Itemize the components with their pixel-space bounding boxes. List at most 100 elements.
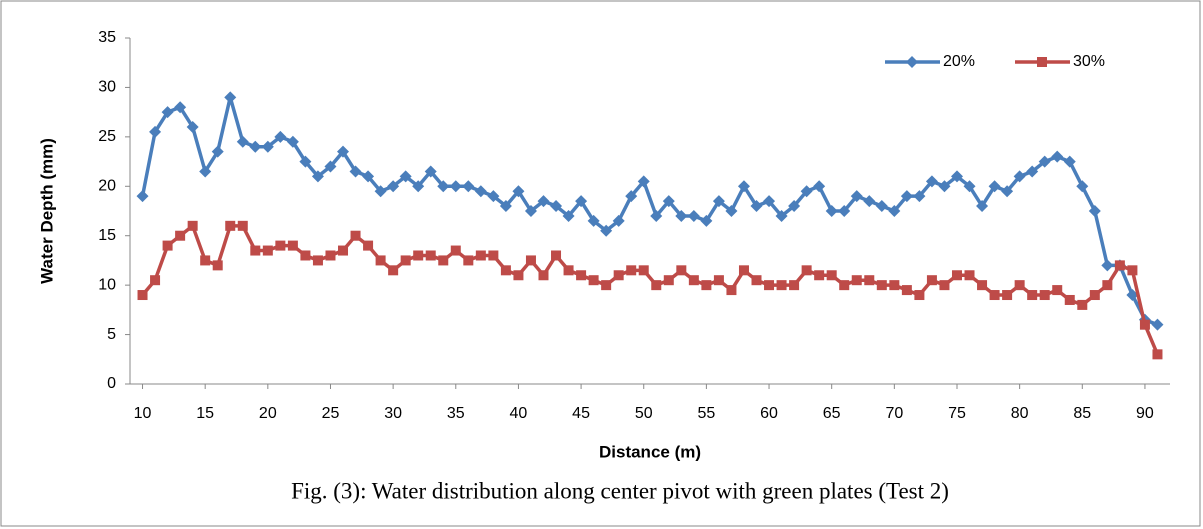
marker [1038, 155, 1051, 168]
marker [399, 170, 412, 183]
marker [249, 140, 262, 153]
marker [261, 140, 274, 153]
marker [713, 275, 724, 286]
marker [224, 91, 237, 104]
marker [1127, 265, 1138, 276]
marker [412, 180, 425, 193]
marker [675, 209, 688, 222]
marker [575, 195, 588, 208]
marker [1013, 170, 1026, 183]
marker [651, 280, 662, 291]
marker [914, 290, 925, 301]
marker [1027, 290, 1038, 301]
marker [776, 280, 787, 291]
marker [537, 195, 550, 208]
marker [938, 180, 951, 193]
marker [1101, 259, 1114, 272]
x-tick-label: 40 [510, 405, 528, 422]
marker [488, 250, 499, 261]
marker [1063, 155, 1076, 168]
marker [363, 240, 374, 251]
legend-label: 30% [1073, 53, 1105, 70]
marker [474, 185, 487, 198]
marker [137, 290, 148, 301]
marker [300, 250, 311, 261]
marker [524, 205, 537, 217]
x-tick-label: 35 [447, 405, 465, 422]
marker [149, 125, 162, 138]
marker [562, 209, 575, 222]
x-tick-label: 30 [384, 405, 402, 422]
marker [788, 200, 801, 213]
marker [925, 175, 938, 188]
series-line [140, 95, 1159, 327]
marker [337, 145, 350, 158]
marker [650, 209, 663, 222]
marker [1151, 318, 1164, 331]
marker [237, 220, 248, 231]
marker [350, 230, 361, 241]
x-tick-label: 65 [823, 405, 841, 422]
marker [637, 175, 650, 188]
marker [800, 185, 813, 198]
marker [274, 130, 287, 143]
marker [499, 200, 512, 213]
marker [638, 265, 649, 276]
marker [976, 200, 989, 213]
marker [449, 180, 462, 193]
marker [813, 180, 826, 193]
x-tick-label: 85 [1073, 405, 1091, 422]
marker [977, 280, 988, 291]
marker [312, 255, 323, 266]
marker [211, 145, 224, 158]
x-tick-label: 20 [259, 405, 277, 422]
marker [225, 220, 236, 231]
marker [1114, 260, 1125, 271]
marker [1102, 280, 1113, 291]
caption: Fig. (3): Water distribution along cente… [291, 478, 949, 503]
x-tick-label: 90 [1136, 405, 1154, 422]
marker [826, 270, 837, 281]
marker [626, 265, 637, 276]
marker [625, 190, 638, 203]
marker [349, 165, 362, 178]
marker [500, 265, 511, 276]
marker [663, 275, 674, 286]
x-tick-label: 50 [635, 405, 653, 422]
marker [462, 180, 475, 193]
marker [775, 209, 788, 222]
marker [600, 224, 613, 237]
marker [901, 285, 912, 296]
marker [763, 195, 776, 208]
marker [825, 205, 838, 217]
x-tick-label: 60 [760, 405, 778, 422]
marker [187, 220, 198, 231]
marker [963, 180, 976, 193]
y-axis-title: Water Depth (mm) [37, 138, 56, 284]
marker [601, 280, 612, 291]
marker [275, 240, 286, 251]
x-tick-label: 75 [948, 405, 966, 422]
marker [1088, 205, 1101, 217]
y-tick-label: 5 [107, 326, 116, 343]
marker [814, 270, 825, 281]
marker [1064, 294, 1075, 305]
marker [839, 280, 850, 291]
marker [236, 135, 249, 148]
marker [900, 190, 913, 203]
marker [701, 280, 712, 291]
x-tick-label: 45 [572, 405, 590, 422]
marker [525, 255, 536, 266]
marker [888, 205, 901, 217]
y-tick-label: 20 [98, 178, 116, 195]
marker [1052, 285, 1063, 296]
marker [838, 205, 851, 217]
y-tick-label: 25 [98, 128, 116, 145]
marker [325, 250, 336, 261]
marker [150, 275, 161, 286]
marker [576, 270, 587, 281]
x-tick-label: 10 [134, 405, 152, 422]
marker [487, 190, 500, 203]
marker [425, 250, 436, 261]
